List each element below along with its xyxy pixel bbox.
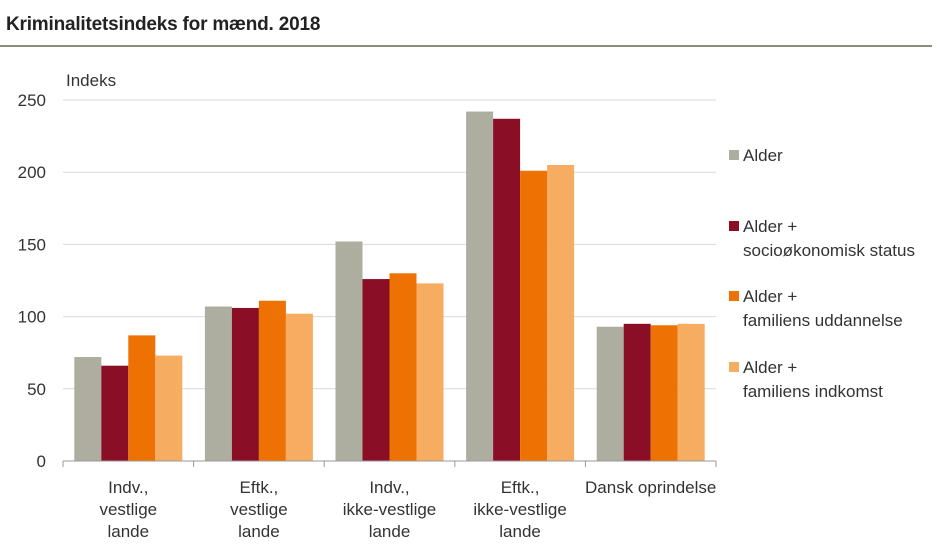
legend-label: Alder + socioøkonomisk status — [743, 217, 915, 260]
bar — [596, 326, 624, 461]
y-tick-label: 150 — [18, 235, 46, 254]
bar — [493, 118, 521, 461]
legend: Alder Alder + socioøkonomisk status Alder +… — [729, 146, 915, 401]
title-divider — [0, 45, 932, 47]
y-axis-label: Indeks — [66, 71, 116, 90]
y-tick-label: 100 — [18, 308, 46, 327]
bar — [547, 164, 575, 462]
bar — [389, 273, 417, 461]
bars — [74, 111, 705, 462]
legend-swatch — [729, 291, 739, 301]
x-tick-label: Eftk., vestlige lande — [230, 478, 288, 541]
x-tick-label: Dansk oprindelse — [585, 478, 716, 497]
bar — [101, 365, 129, 461]
bar — [520, 170, 548, 462]
bar — [335, 241, 363, 461]
legend-label: Alder — [743, 146, 783, 165]
bar — [416, 283, 444, 461]
bar — [362, 279, 390, 461]
bar — [258, 300, 286, 461]
bar — [650, 325, 678, 461]
bar — [74, 357, 102, 461]
x-tick-label: Indv., ikke-vestlige lande — [343, 478, 437, 541]
chart-title: Kriminalitetsindeks for mænd. 2018 — [6, 14, 321, 35]
bar — [466, 111, 494, 461]
legend-swatch — [729, 221, 739, 231]
bar — [128, 335, 156, 461]
y-tick-label: 50 — [27, 380, 46, 399]
y-axis: 0 50 100 150 200 250 Indeks — [18, 71, 116, 471]
legend-label: Alder + familiens indkomst — [743, 358, 883, 401]
y-tick-label: 250 — [18, 91, 46, 110]
legend-label: Alder + familiens uddannelse — [743, 287, 903, 330]
x-tick-label: Eftk., ikke-vestlige lande — [473, 478, 567, 541]
bar — [677, 323, 705, 461]
x-tick-label: Indv., vestlige lande — [99, 478, 157, 541]
bar — [285, 313, 313, 461]
x-axis: Indv., vestlige lande Eftk., vestlige lande In… — [62, 460, 717, 541]
legend-swatch — [729, 362, 739, 372]
legend-swatch — [729, 150, 739, 160]
y-tick-label: 200 — [18, 163, 46, 182]
bar — [623, 323, 651, 461]
bar — [155, 355, 183, 461]
bar — [204, 306, 232, 461]
bar — [231, 307, 259, 461]
y-tick-label: 0 — [37, 452, 46, 471]
